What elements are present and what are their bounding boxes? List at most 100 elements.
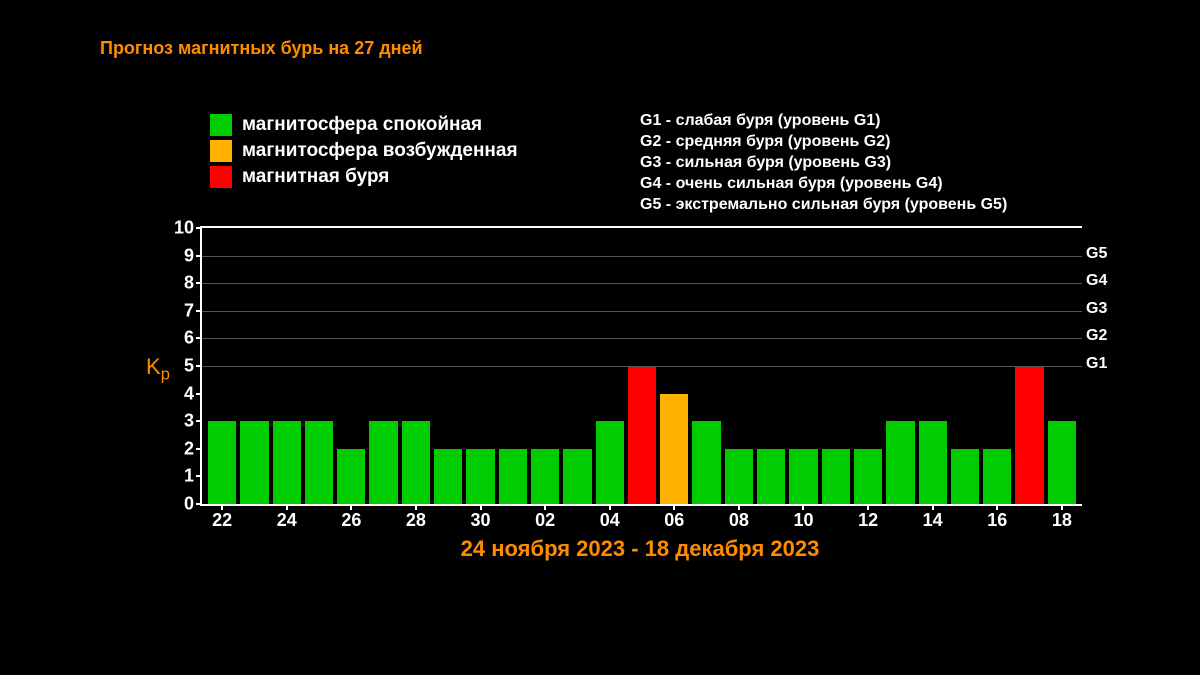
x-tick-empty: [563, 504, 591, 531]
bar: [337, 449, 365, 504]
grid-line: [202, 311, 1082, 312]
y-tick-label: 8: [184, 273, 194, 294]
x-tick-mark: [286, 504, 288, 510]
x-tick-mark: [415, 504, 417, 510]
bar: [919, 421, 947, 504]
bar: [273, 421, 301, 504]
g-label: G5: [1086, 245, 1107, 263]
x-tick-mark: [996, 504, 998, 510]
y-axis-label: Kp: [146, 354, 170, 384]
y-tick-label: 6: [184, 328, 194, 349]
y-tick-label: 5: [184, 356, 194, 377]
legend-swatch: [210, 140, 232, 162]
g-scale-line: G4 - очень сильная буря (уровень G4): [640, 173, 1007, 194]
legend-row: магнитосфера спокойная: [210, 112, 518, 138]
x-tick-empty: [886, 504, 914, 531]
g-scale-line: G1 - слабая буря (уровень G1): [640, 110, 1007, 131]
y-tick-label: 2: [184, 438, 194, 459]
legend-row: магнитная буря: [210, 164, 518, 190]
y-tick-mark: [196, 475, 202, 477]
bar: [951, 449, 979, 504]
legend-swatch: [210, 114, 232, 136]
legend-swatch: [210, 166, 232, 188]
bar: [822, 449, 850, 504]
y-tick-label: 9: [184, 245, 194, 266]
bar: [596, 421, 624, 504]
legend-g-scale: G1 - слабая буря (уровень G1)G2 - средня…: [640, 110, 1007, 215]
bar: [563, 449, 591, 504]
bar: [725, 449, 753, 504]
x-tick-empty: [692, 504, 720, 531]
y-tick-label: 4: [184, 383, 194, 404]
x-tick-empty: [757, 504, 785, 531]
bar: [1015, 366, 1043, 504]
legend-row: магнитосфера возбужденная: [210, 138, 518, 164]
g-label: G4: [1086, 272, 1107, 290]
bar: [628, 366, 656, 504]
bar: [240, 421, 268, 504]
x-tick-mark: [738, 504, 740, 510]
y-tick-label: 1: [184, 466, 194, 487]
x-tick-empty: [951, 504, 979, 531]
bar: [757, 449, 785, 504]
x-tick-container: 2224262830020406081012141618: [202, 504, 1082, 531]
x-tick-mark: [932, 504, 934, 510]
bar: [854, 449, 882, 504]
x-tick-empty: [434, 504, 462, 531]
x-tick-mark: [350, 504, 352, 510]
bar: [466, 449, 494, 504]
x-tick-empty: [305, 504, 333, 531]
bar: [402, 421, 430, 504]
x-tick-mark: [609, 504, 611, 510]
bar: [531, 449, 559, 504]
x-tick-mark: [480, 504, 482, 510]
x-tick-mark: [867, 504, 869, 510]
page-root: Прогноз магнитных бурь на 27 дней магнит…: [0, 0, 1200, 675]
x-tick-empty: [628, 504, 656, 531]
x-tick-mark: [802, 504, 804, 510]
bar: [208, 421, 236, 504]
y-axis-label-sub: p: [161, 365, 170, 383]
grid-line: [202, 256, 1082, 257]
y-tick-mark: [196, 420, 202, 422]
bar: [789, 449, 817, 504]
bar: [369, 421, 397, 504]
x-tick-empty: [1015, 504, 1043, 531]
bar: [692, 421, 720, 504]
bar: [983, 449, 1011, 504]
y-tick-mark: [196, 503, 202, 505]
legend-label: магнитная буря: [242, 166, 389, 188]
x-tick-mark: [544, 504, 546, 510]
g-label: G1: [1086, 355, 1107, 373]
date-range-label: 24 ноября 2023 - 18 декабря 2023: [200, 536, 1080, 562]
bar: [660, 394, 688, 504]
y-tick-label: 10: [174, 218, 194, 239]
g-scale-line: G3 - сильная буря (уровень G3): [640, 152, 1007, 173]
y-tick-mark: [196, 227, 202, 229]
x-tick-empty: [822, 504, 850, 531]
grid-line: [202, 283, 1082, 284]
bar: [886, 421, 914, 504]
grid-line: [202, 338, 1082, 339]
page-title: Прогноз магнитных бурь на 27 дней: [100, 38, 423, 59]
x-tick-mark: [221, 504, 223, 510]
y-tick-label: 7: [184, 300, 194, 321]
x-tick-empty: [240, 504, 268, 531]
legend-colors: магнитосфера спокойная магнитосфера возбу…: [210, 112, 518, 190]
bar: [434, 449, 462, 504]
g-label: G2: [1086, 327, 1107, 345]
y-tick-label: 0: [184, 494, 194, 515]
y-tick-mark: [196, 393, 202, 395]
bar: [305, 421, 333, 504]
chart-plot-area: 2224262830020406081012141618 01234567891…: [200, 226, 1082, 506]
x-tick-mark: [1061, 504, 1063, 510]
g-scale-line: G5 - экстремально сильная буря (уровень …: [640, 194, 1007, 215]
legend-label: магнитосфера возбужденная: [242, 140, 518, 162]
bar: [499, 449, 527, 504]
legend-label: магнитосфера спокойная: [242, 114, 482, 136]
bar: [1048, 421, 1076, 504]
g-scale-line: G2 - средняя буря (уровень G2): [640, 131, 1007, 152]
x-tick-empty: [499, 504, 527, 531]
y-tick-label: 3: [184, 411, 194, 432]
x-tick-mark: [673, 504, 675, 510]
